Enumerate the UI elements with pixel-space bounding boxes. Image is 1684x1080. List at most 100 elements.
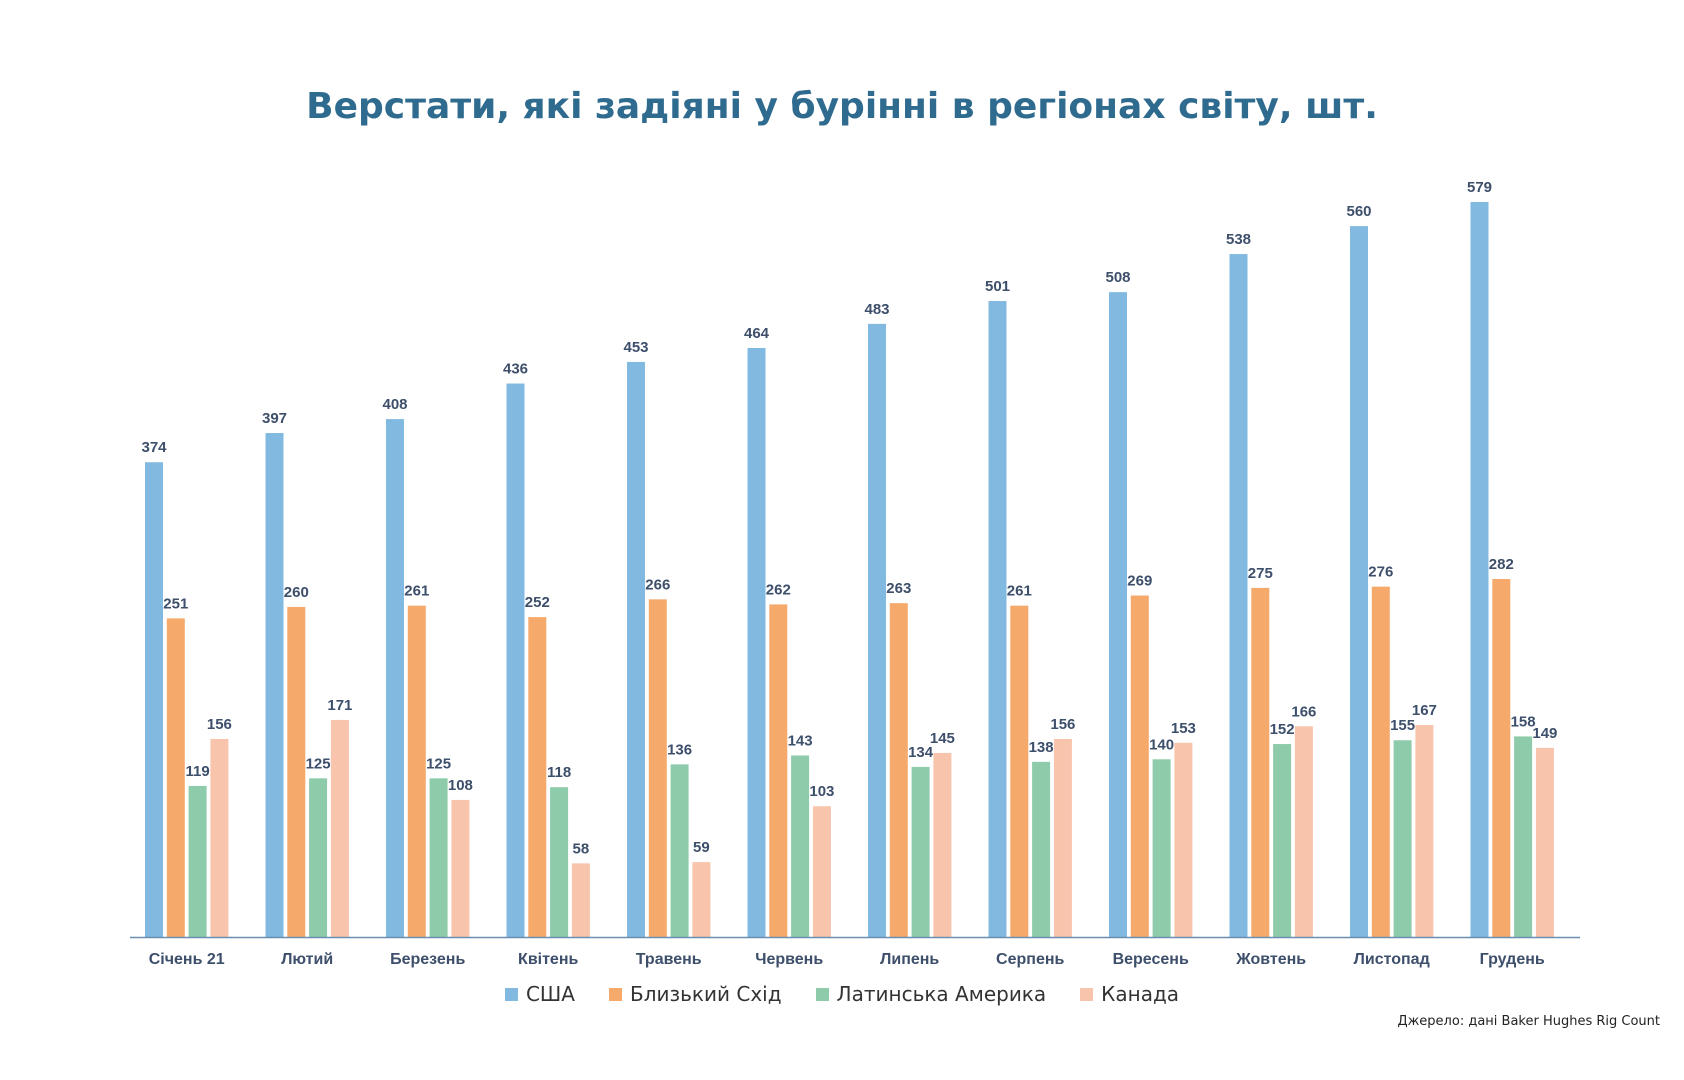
bar (571, 863, 590, 937)
bar (1514, 736, 1533, 937)
bar (911, 766, 930, 937)
data-label: 374 (141, 439, 167, 456)
data-label: 262 (766, 581, 791, 598)
bar (889, 603, 908, 937)
data-label: 436 (503, 361, 528, 378)
bar (506, 383, 525, 937)
data-label: 251 (163, 595, 188, 612)
bar (1032, 761, 1051, 937)
x-tick-label: Серпень (996, 951, 1064, 968)
source-note: Джерело: дані Baker Hughes Rig Count (1397, 1014, 1660, 1029)
x-tick-label: Грудень (1480, 951, 1545, 968)
data-label: 125 (306, 755, 331, 772)
bar (1393, 740, 1412, 937)
data-label: 166 (1291, 703, 1316, 720)
legend-label: Канада (1101, 982, 1180, 1006)
x-tick-label: Червень (755, 951, 823, 968)
data-label: 275 (1248, 565, 1273, 582)
data-label: 103 (809, 783, 834, 800)
x-tick-label: Травень (636, 951, 702, 968)
data-label: 579 (1467, 179, 1492, 196)
data-label: 145 (930, 730, 955, 747)
data-label: 269 (1127, 573, 1152, 590)
bar (1229, 254, 1248, 937)
data-label: 483 (864, 301, 889, 318)
bar (988, 301, 1007, 938)
bar (145, 462, 163, 937)
bar (747, 347, 766, 937)
bar (309, 778, 328, 937)
data-label: 138 (1029, 739, 1054, 756)
data-label: 397 (262, 410, 287, 427)
bar (1109, 292, 1127, 938)
bar (1492, 579, 1511, 937)
bar (1053, 738, 1072, 937)
bar (188, 785, 207, 937)
bar (1470, 202, 1489, 937)
data-label: 119 (185, 763, 209, 780)
bar (627, 361, 645, 937)
data-label: 136 (667, 741, 692, 758)
bar (1294, 726, 1313, 937)
legend-swatch (609, 987, 622, 1001)
bar (648, 599, 667, 937)
legend-item: Близький Схід (609, 982, 782, 1006)
bar (1130, 595, 1149, 937)
bar (1174, 742, 1193, 937)
bar (868, 323, 886, 937)
data-label: 149 (1532, 725, 1557, 742)
legend-label: США (525, 982, 575, 1006)
bar (287, 606, 306, 937)
data-label: 125 (426, 755, 451, 772)
data-label: 464 (744, 325, 770, 342)
x-tick-label: Жовтень (1235, 951, 1306, 968)
bar (451, 799, 470, 937)
legend: США Близький Схід Латинська Америка Канада (0, 982, 1684, 1006)
bar (550, 787, 569, 937)
data-label: 261 (404, 583, 429, 600)
legend-swatch (1080, 987, 1094, 1001)
data-label: 156 (1050, 716, 1075, 733)
data-label: 408 (382, 396, 407, 413)
bar (1251, 587, 1270, 937)
x-tick-label: Липень (880, 951, 939, 968)
bar (769, 604, 788, 937)
bar (1535, 747, 1554, 937)
data-label: 152 (1270, 721, 1295, 738)
data-label: 261 (1007, 583, 1032, 600)
data-label: 453 (623, 339, 648, 356)
data-label: 153 (1171, 720, 1196, 737)
data-label: 263 (886, 580, 911, 597)
data-label: 140 (1149, 736, 1174, 753)
data-label: 134 (908, 744, 934, 761)
data-label: 156 (207, 716, 232, 733)
data-label: 560 (1346, 203, 1371, 220)
data-label: 171 (327, 697, 352, 714)
legend-label: Близький Схід (630, 982, 782, 1006)
legend-label: Латинська Америка (836, 982, 1047, 1006)
chart-title: Верстати, які задіяні у бурінні в регіон… (306, 86, 1378, 127)
bar (1371, 586, 1390, 937)
x-tick-label: Квітень (518, 951, 578, 968)
data-label: 108 (448, 777, 473, 794)
bar (407, 605, 426, 937)
data-label: 143 (788, 732, 813, 749)
bar (330, 719, 349, 937)
bar (933, 752, 952, 937)
legend-item: Латинська Америка (815, 982, 1047, 1006)
bar (265, 433, 284, 937)
legend-swatch (504, 987, 518, 1001)
data-label: 158 (1511, 713, 1536, 730)
bar (166, 618, 185, 937)
bar (670, 764, 689, 937)
bar (1415, 725, 1434, 937)
data-label: 282 (1489, 556, 1514, 573)
bar (528, 617, 547, 937)
data-label: 260 (284, 584, 309, 601)
x-tick-label: Січень 21 (149, 951, 225, 968)
bar (692, 862, 711, 937)
x-tick-label: Березень (390, 951, 465, 968)
bar (429, 778, 448, 937)
bar (812, 806, 831, 937)
data-label: 118 (547, 764, 571, 781)
